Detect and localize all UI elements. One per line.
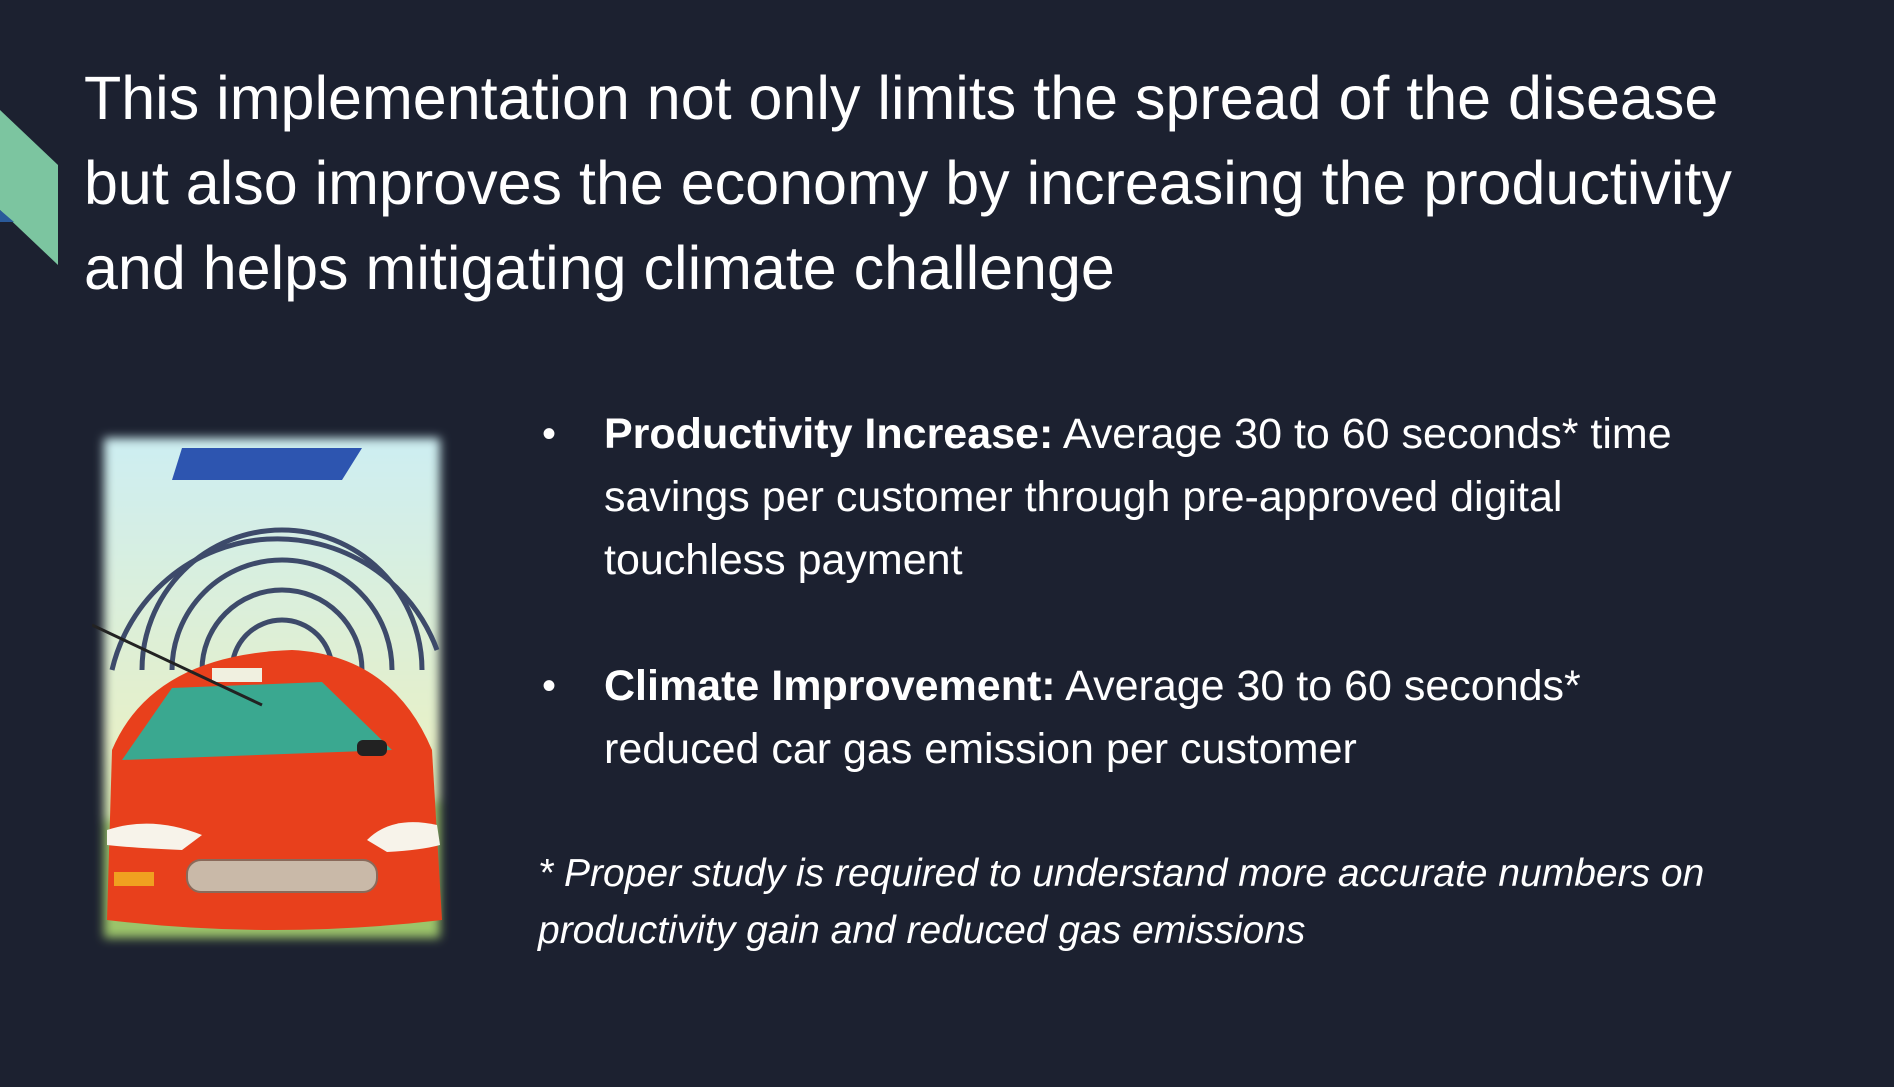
car — [92, 623, 442, 930]
bullet-label: Productivity Increase: — [604, 410, 1054, 458]
footnote-line: * Proper study is required to understand… — [538, 852, 1705, 895]
gantry — [172, 448, 362, 480]
bullet-list: • Productivity Increase: Average 30 to 6… — [542, 403, 1672, 844]
footnote-line: productivity gain and reduced gas emissi… — [538, 909, 1306, 952]
bullet-text: Average 30 to 60 seconds* — [1055, 662, 1581, 710]
bullet-item: • Climate Improvement: Average 30 to 60 … — [542, 655, 1672, 781]
title-line: but also improves the economy by increas… — [84, 149, 1732, 217]
bullet-text: reduced car gas emission per customer — [604, 725, 1357, 773]
footnote: * Proper study is required to understand… — [538, 845, 1704, 959]
bullet-line: Productivity Increase: Average 30 to 60 … — [604, 403, 1672, 466]
accent-shape — [0, 110, 58, 265]
bullet-line: Climate Improvement: Average 30 to 60 se… — [604, 655, 1672, 718]
bullet-text: Average 30 to 60 seconds* time — [1053, 410, 1672, 458]
car-illustration — [92, 438, 442, 938]
title-line: This implementation not only limits the … — [84, 64, 1719, 132]
title-line: and helps mitigating climate challenge — [84, 234, 1115, 302]
bullet-label: Climate Improvement: — [604, 662, 1056, 710]
signal-waves — [109, 527, 440, 671]
bullet-text: touchless payment — [604, 536, 963, 584]
bullet-dot: • — [542, 664, 557, 708]
bullet-dot: • — [542, 412, 557, 456]
bullet-text: savings per customer through pre-approve… — [604, 473, 1563, 521]
title: This implementation not only limits the … — [84, 56, 1732, 311]
bullet-item: • Productivity Increase: Average 30 to 6… — [542, 403, 1672, 592]
accent-blue — [0, 210, 14, 222]
accent-green — [0, 110, 58, 265]
